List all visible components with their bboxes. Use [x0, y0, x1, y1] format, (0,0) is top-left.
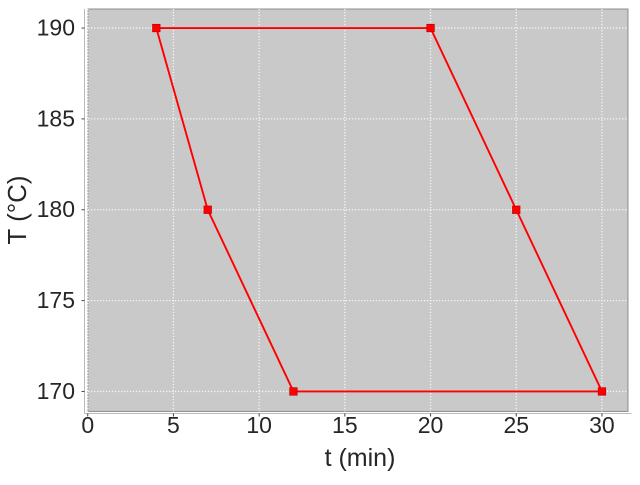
svg-text:10: 10	[246, 412, 272, 438]
svg-text:180: 180	[37, 196, 75, 222]
svg-text:0: 0	[81, 412, 94, 438]
svg-text:20: 20	[418, 412, 444, 438]
svg-text:T (°C): T (°C)	[2, 175, 32, 244]
svg-text:t (min): t (min)	[325, 444, 396, 472]
svg-text:30: 30	[589, 412, 615, 438]
svg-text:175: 175	[37, 287, 75, 313]
svg-text:170: 170	[37, 378, 75, 404]
svg-text:190: 190	[37, 15, 75, 41]
svg-text:185: 185	[37, 105, 75, 131]
svg-text:25: 25	[503, 412, 529, 438]
svg-text:5: 5	[167, 412, 180, 438]
svg-text:15: 15	[332, 412, 358, 438]
